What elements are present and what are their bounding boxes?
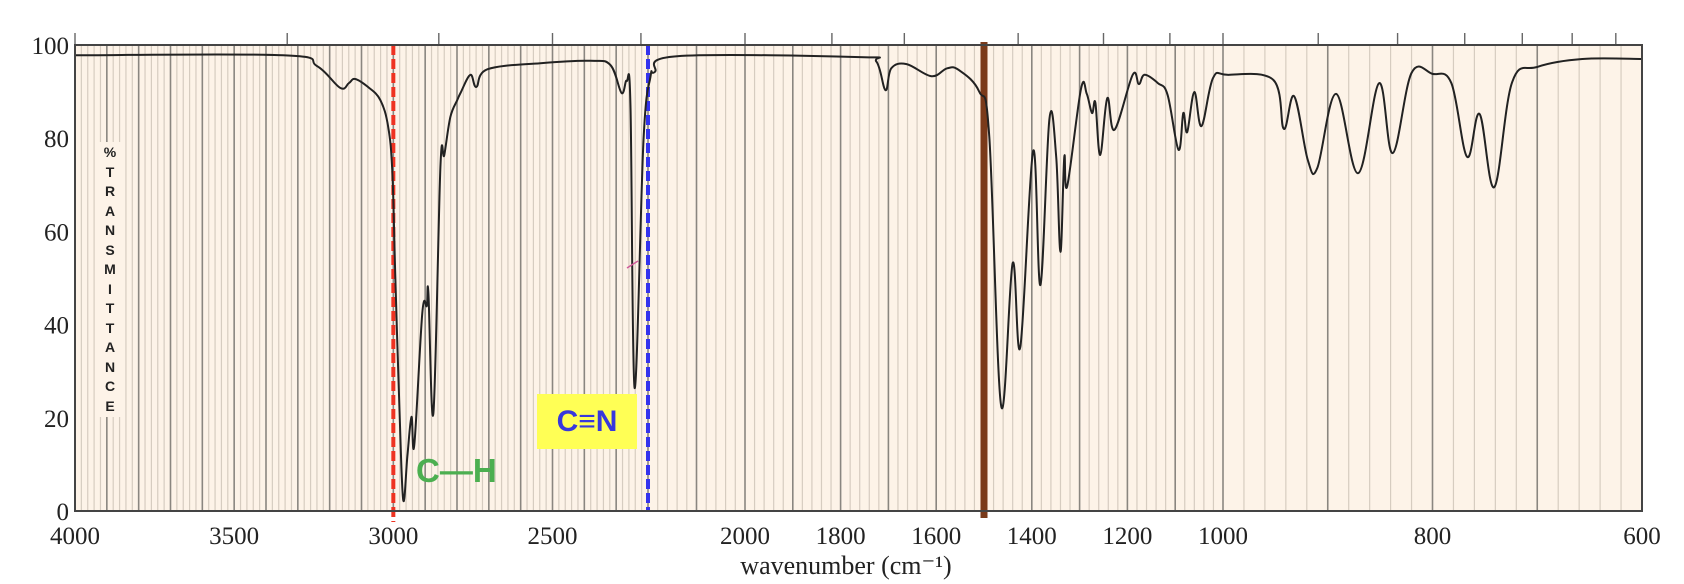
y-tick-label: 40	[44, 313, 69, 340]
x-tick-labels: 4000 3500 3000 2500 2000 1800 1600 1400 1200 1000…	[50, 523, 1661, 550]
y-tick-label: 60	[44, 219, 69, 246]
y-axis-title-letter: T	[105, 163, 115, 180]
y-axis-title-letter: A	[104, 202, 116, 219]
x-tick-label: 1000	[1198, 523, 1248, 550]
y-tick-label: 80	[44, 126, 69, 153]
x-tick-label: 1200	[1102, 523, 1152, 550]
y-axis-title: % T R A N S M I T T A N C E	[97, 142, 123, 417]
y-axis-title-letter: T	[105, 319, 115, 336]
pen-mark	[626, 260, 639, 269]
y-axis-title-letter: T	[105, 300, 115, 316]
y-axis-title-letter: C	[104, 378, 116, 394]
y-tick-labels: 100 80 60 40 20 0	[32, 33, 70, 526]
grid	[80, 45, 1622, 511]
y-axis-title-letter: E	[105, 397, 115, 414]
annotation-c-h: C—H	[416, 452, 497, 489]
x-tick-label: 1800	[816, 523, 866, 550]
top-axis-ticks	[74, 33, 1617, 45]
x-tick-label: 1400	[1007, 523, 1057, 550]
plot-frame	[74, 44, 1643, 512]
y-axis-title-letter: %	[103, 144, 117, 160]
annotation-c-triple-bond-n: C≡N	[537, 394, 637, 449]
x-tick-label: 2000	[720, 523, 770, 550]
y-axis-title-letter: N	[104, 222, 116, 238]
y-axis-title-letter: M	[104, 261, 116, 277]
x-tick-label: 3500	[209, 523, 259, 550]
x-tick-label: 600	[1623, 523, 1661, 550]
y-axis-title-letter: I	[108, 280, 112, 297]
x-tick-label: 1600	[911, 523, 961, 550]
y-tick-label: 100	[32, 33, 70, 60]
x-tick-label: 3000	[368, 523, 418, 550]
x-tick-label: 4000	[50, 523, 100, 550]
y-axis-title-letter: A	[104, 339, 116, 355]
x-axis-title: wavenumber (cm⁻¹)	[740, 551, 951, 580]
spectrum-line	[74, 53, 1643, 503]
marker-lines	[391, 42, 988, 522]
y-tick-label: 20	[44, 406, 69, 433]
x-tick-label: 2500	[528, 523, 578, 550]
x-tick-label: 800	[1414, 523, 1452, 550]
y-axis-title-letter: R	[104, 183, 116, 199]
y-axis-title-letter: N	[104, 358, 116, 375]
y-tick-label: 0	[57, 499, 70, 526]
y-axis-title-letter: S	[105, 241, 115, 258]
